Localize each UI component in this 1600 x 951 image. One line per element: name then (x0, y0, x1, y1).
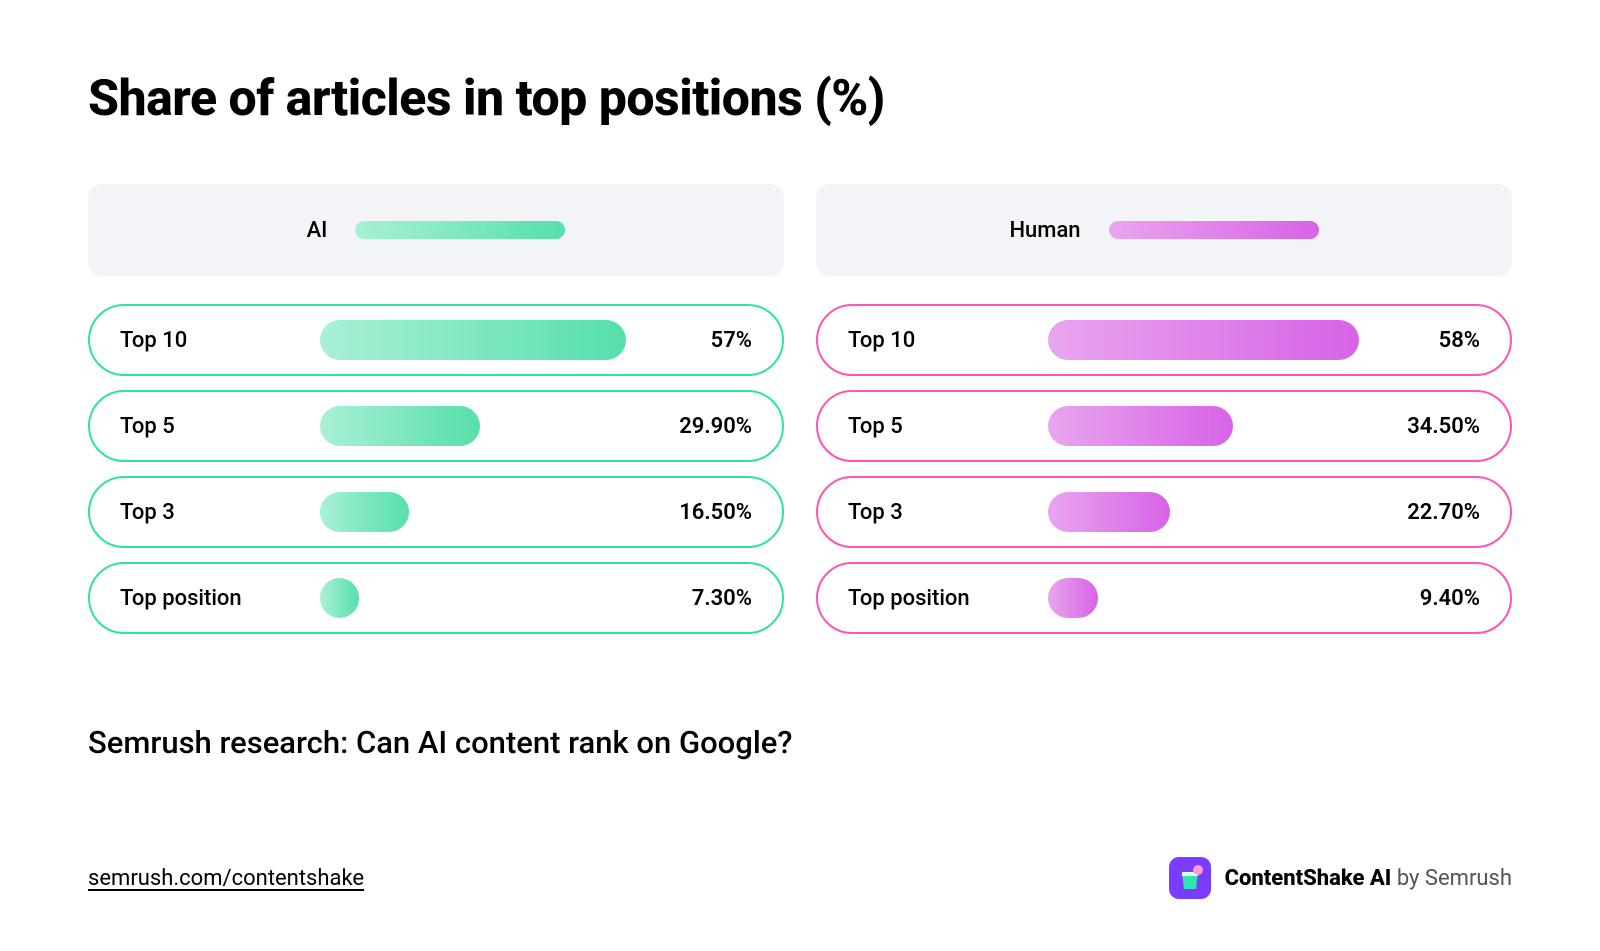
row-bar-track (320, 406, 642, 446)
row-value: 58% (1370, 328, 1480, 353)
row-value: 9.40% (1370, 586, 1480, 611)
row-value: 57% (642, 328, 752, 353)
row-bar (320, 320, 626, 360)
data-row: Top 3 22.70% (816, 476, 1512, 548)
row-label: Top 10 (848, 328, 1048, 353)
row-bar-track (320, 320, 642, 360)
data-row: Top position 7.30% (88, 562, 784, 634)
row-bar-track (1048, 320, 1370, 360)
row-bar (320, 406, 480, 446)
row-label: Top 3 (848, 500, 1048, 525)
row-value: 7.30% (642, 586, 752, 611)
row-label: Top 5 (120, 414, 320, 439)
row-bar (1048, 492, 1170, 532)
chart-subtitle: Semrush research: Can AI content rank on… (88, 724, 1512, 761)
row-label: Top 3 (120, 500, 320, 525)
data-row: Top 10 58% (816, 304, 1512, 376)
source-link[interactable]: semrush.com/contentshake (88, 866, 364, 891)
data-row: Top position 9.40% (816, 562, 1512, 634)
row-label: Top 10 (120, 328, 320, 353)
infographic-page: Share of articles in top positions (%) A… (0, 0, 1600, 951)
series-ai: AI Top 10 57% Top 5 29.90% Top 3 16.50% Top pos… (88, 184, 784, 634)
row-bar-track (1048, 492, 1370, 532)
legend-label: AI (307, 218, 328, 243)
row-bar (320, 578, 359, 618)
data-row: Top 3 16.50% (88, 476, 784, 548)
row-value: 22.70% (1370, 500, 1480, 525)
row-label: Top position (120, 586, 320, 611)
brand-icon (1169, 857, 1211, 899)
brand-text: ContentShake AI by Semrush (1225, 866, 1512, 891)
row-value: 34.50% (1370, 414, 1480, 439)
row-label: Top 5 (848, 414, 1048, 439)
chart-title: Share of articles in top positions (%) (88, 70, 1512, 128)
data-row: Top 10 57% (88, 304, 784, 376)
chart-columns: AI Top 10 57% Top 5 29.90% Top 3 16.50% Top pos… (88, 184, 1512, 634)
legend-swatch (1109, 221, 1319, 239)
brand-suffix: by Semrush (1391, 866, 1512, 891)
row-bar-track (320, 578, 642, 618)
row-value: 16.50% (642, 500, 752, 525)
row-bar (1048, 406, 1233, 446)
data-row: Top 5 34.50% (816, 390, 1512, 462)
row-value: 29.90% (642, 414, 752, 439)
legend-swatch (355, 221, 565, 239)
data-row: Top 5 29.90% (88, 390, 784, 462)
legend-human: Human (816, 184, 1512, 276)
series-human: HumanTop 1058%Top 534.50%Top 322.70%Top … (816, 184, 1512, 634)
row-label: Top position (848, 586, 1048, 611)
brand-name: ContentShake AI (1225, 866, 1392, 891)
row-bar-track (320, 492, 642, 532)
legend-label: Human (1009, 218, 1080, 243)
row-bar (1048, 320, 1359, 360)
row-bar (320, 492, 409, 532)
legend-ai: AI (88, 184, 784, 276)
row-bar (1048, 578, 1098, 618)
footer: semrush.com/contentshake ContentShake AI… (88, 857, 1512, 899)
row-bar-track (1048, 578, 1370, 618)
brand-badge: ContentShake AI by Semrush (1169, 857, 1512, 899)
row-bar-track (1048, 406, 1370, 446)
